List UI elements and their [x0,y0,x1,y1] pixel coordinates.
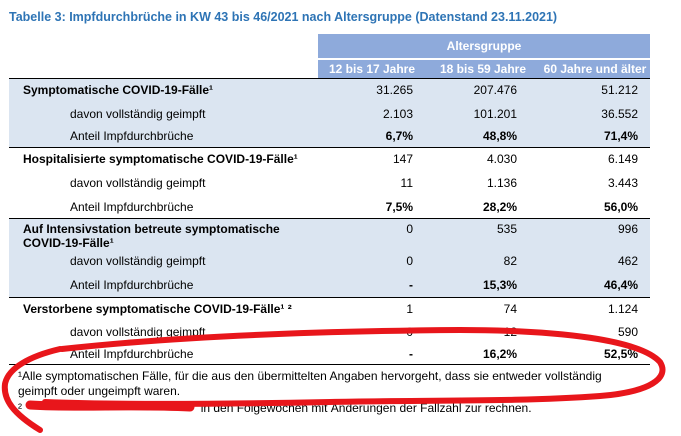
cell-60-plus: 590 [617,325,638,339]
cell-12-17: 1 [406,302,413,316]
section-heading: Symptomatische COVID-19-Fälle¹ [23,83,214,97]
cell-12-17: - [409,347,413,361]
divider [9,218,650,219]
column-header-12-17: 12 bis 17 Jahre [328,62,416,76]
table-row: Verstorbene symptomatische COVID-19-Fäll… [9,299,650,319]
cell-18-59: 82 [503,254,517,268]
cell-60-plus: 51.212 [601,83,638,97]
section-heading-line: COVID-19-Fälle¹ [23,236,114,250]
cell-60-plus: 996 [617,222,638,236]
row-label: Anteil Impfdurchbrüche [70,347,194,361]
cell-18-59: 28,2% [482,200,517,214]
cell-60-plus: 52,5% [603,347,638,361]
section-band-icu [9,219,650,297]
cell-18-59: 48,8% [482,129,517,143]
table-row: Anteil Impfdurchbrüche - 15,3% 46,4% [9,275,650,295]
cell-12-17: 31.265 [376,83,413,97]
cell-18-59: 4.030 [486,152,517,166]
row-label: davon vollständig geimpft [70,176,206,190]
table-row: Anteil Impfdurchbrüche 7,5% 28,2% 56,0% [9,197,650,217]
cell-18-59: 15,3% [482,278,517,292]
cell-12-17: 11 [400,176,413,190]
table-row: Anteil Impfdurchbrüche 6,7% 48,8% 71,4% [9,126,650,146]
cell-60-plus: 6.149 [607,152,638,166]
footnote-1: ¹Alle symptomatischen Fälle, für die aus… [18,369,602,383]
cell-12-17: 6,7% [385,129,413,143]
annotation-strike [25,400,195,412]
table-row: 0 535 996 [9,219,650,239]
divider [9,78,650,79]
cell-60-plus: 3.443 [607,176,638,190]
section-band-symptomatic [9,79,650,147]
divider [9,147,650,148]
row-label: davon vollständig geimpft [70,107,206,121]
row-label: Anteil Impfdurchbrüche [70,129,194,143]
table-row: davon vollständig geimpft 11 1.136 3.443 [9,173,650,193]
section-heading: Verstorbene symptomatische COVID-19-Fäll… [23,302,292,316]
cell-18-59: 207.476 [473,83,517,97]
cell-12-17: 7,5% [385,200,413,214]
cell-12-17: 2.103 [382,107,413,121]
column-header-60-plus: 60 Jahre und älter [543,62,647,76]
column-header-18-59: 18 bis 59 Jahre [439,62,527,76]
cell-18-59: 74 [503,302,517,316]
cell-12-17: 0 [406,222,413,236]
footnote-1-cont: geimpft oder ungeimpft waren. [18,384,181,398]
row-label: davon vollständig geimpft [70,254,206,268]
table-row: davon vollständig geimpft 2.103 101.201 … [9,104,650,124]
cell-60-plus: 36.552 [601,107,638,121]
section-heading: Auf Intensivstation betreute symptomatis… [23,222,293,250]
annotation-tail [1,346,63,433]
table-title: Tabelle 3: Impfdurchbrüche in KW 43 bis … [9,10,558,24]
section-heading: Hospitalisierte symptomatische COVID-19-… [23,152,298,166]
cell-18-59: 101.201 [473,107,517,121]
cell-12-17: 147 [392,152,413,166]
cell-60-plus: 56,0% [603,200,638,214]
cell-60-plus: 1.124 [607,302,638,316]
cell-60-plus: 462 [617,254,638,268]
row-label: Anteil Impfdurchbrüche [70,200,194,214]
cell-60-plus: 71,4% [603,129,638,143]
table-row: Hospitalisierte symptomatische COVID-19-… [9,149,650,169]
divider [9,364,650,365]
table-row: Anteil Impfdurchbrüche - 16,2% 52,5% [9,344,650,364]
section-heading-line: Auf Intensivstation betreute symptomatis… [23,222,280,236]
column-headers: 12 bis 17 Jahre 18 bis 59 Jahre 60 Jahre… [318,60,650,78]
footnote-2-marker: ² [18,401,22,415]
divider [9,297,650,298]
cell-12-17: - [409,278,413,292]
age-group-header: Altersgruppe [318,34,650,58]
table-row: Symptomatische COVID-19-Fälle¹ 31.265 20… [9,80,650,100]
cell-12-17: 0 [406,254,413,268]
annotation-loop [42,326,666,407]
cell-60-plus: 46,4% [603,278,638,292]
row-label: davon vollständig geimpft [70,325,206,339]
row-label: Anteil Impfdurchbrüche [70,278,194,292]
cell-18-59: 1.136 [486,176,517,190]
cell-18-59: 16,2% [482,347,517,361]
table-row: davon vollständig geimpft 0 82 462 [9,251,650,271]
cell-18-59: 535 [496,222,517,236]
